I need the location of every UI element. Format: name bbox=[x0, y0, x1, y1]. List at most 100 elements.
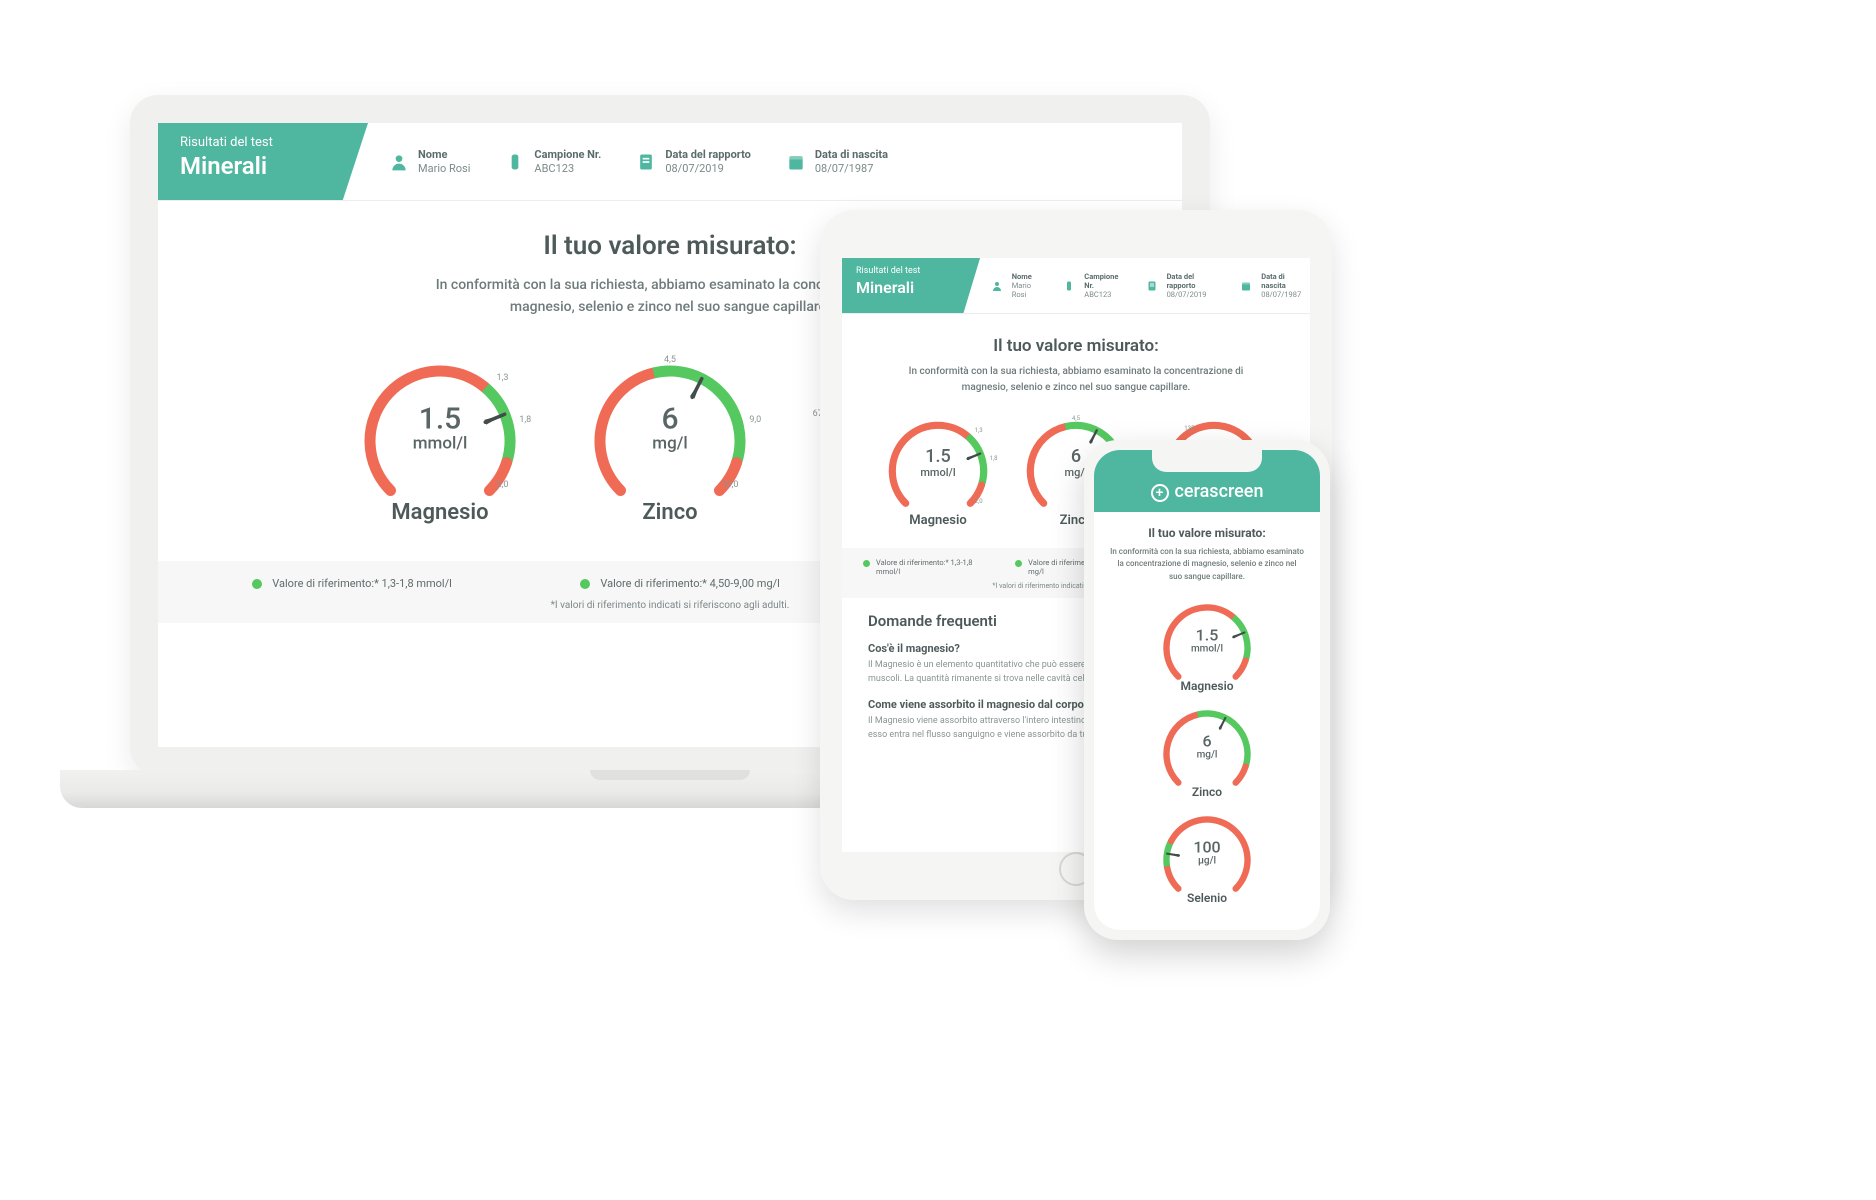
meta-item: Data del rapporto 08/07/2019 bbox=[635, 148, 751, 174]
gauge-tick: 4,5 bbox=[664, 355, 676, 365]
main-content: Il tuo valore misurato: In conformità co… bbox=[1094, 512, 1320, 919]
gauge-center: 100 µg/l bbox=[1193, 840, 1220, 867]
gauge-tick: 2,0 bbox=[497, 480, 509, 490]
gauge-unit: mmol/l bbox=[413, 435, 468, 453]
meta-label: Data del rapporto bbox=[665, 148, 751, 161]
gauge-tick: 4,5 bbox=[1072, 415, 1080, 422]
gauge-zinco: 6 mg/l 4,59,010,0 Zinco bbox=[1152, 699, 1262, 799]
meta-label: Campione Nr. bbox=[1084, 272, 1129, 290]
measure-title: Il tuo valore misurato: bbox=[1110, 526, 1304, 540]
cal-icon bbox=[1240, 279, 1254, 293]
gauge-unit: µg/l bbox=[1193, 856, 1220, 867]
gauges-column: 1.5 mmol/l 1,31,82,0 Magnesio 6 mg/l 4,5… bbox=[1110, 593, 1304, 905]
meta-label: Data di nascita bbox=[1261, 272, 1310, 290]
meta-value: Mario Rosi bbox=[418, 162, 470, 175]
meta-value: 08/07/1987 bbox=[815, 162, 888, 175]
gauge-magnesio: 1.5 mmol/l 1,31,82,0 Magnesio bbox=[1152, 593, 1262, 693]
phone-notch bbox=[1152, 450, 1262, 472]
gauge-unit: mg/l bbox=[652, 435, 687, 453]
brand-name: cerascreen bbox=[1175, 481, 1264, 502]
gauge-center: 1.5 mmol/l bbox=[920, 448, 955, 478]
reference-item: Valore di riferimento:* 1,3-1,8 mmol/l bbox=[252, 577, 452, 590]
phone-screen: + cerascreen Il tuo valore misurato: In … bbox=[1094, 450, 1320, 930]
meta-label: Data del rapporto bbox=[1167, 272, 1224, 290]
header-sup: Risultati del test bbox=[856, 266, 966, 276]
header-meta-row: Nome Mario Rosi Campione Nr. ABC123 Data… bbox=[368, 123, 888, 200]
reference-text: Valore di riferimento:* 1,3-1,8 mmol/l bbox=[876, 558, 993, 576]
meta-value: ABC123 bbox=[534, 162, 601, 175]
gauge-unit: mmol/l bbox=[1191, 644, 1223, 655]
gauge-value: 100 bbox=[1193, 840, 1220, 857]
meta-item: Nome Mario Rosi bbox=[388, 148, 470, 174]
gauge-tick: 135 bbox=[1184, 425, 1194, 432]
gauge-value: 6 bbox=[1197, 734, 1218, 751]
gauge-magnesio: 1.5 mmol/l 1,31,82,0 Magnesio bbox=[876, 409, 1000, 528]
meta-item: Campione Nr. ABC123 bbox=[1063, 272, 1129, 299]
meta-label: Nome bbox=[418, 148, 470, 161]
meta-item: Data del rapporto 08/07/2019 bbox=[1145, 272, 1224, 299]
report-header: Risultati del test Minerali Nome Mario R… bbox=[158, 123, 1182, 201]
meta-value: Mario Rosi bbox=[1012, 281, 1047, 299]
gauge-tick: 1,3 bbox=[497, 373, 509, 383]
gauge-tick: 1,8 bbox=[519, 415, 531, 425]
gauge-tick: 1,3 bbox=[975, 427, 983, 434]
gauge-value: 6 bbox=[652, 404, 687, 436]
gauge-value: 6 bbox=[1065, 448, 1088, 467]
measure-title: Il tuo valore misurato: bbox=[872, 336, 1280, 356]
gauge-zinco: 6 mg/l 4,59,010,0 Zinco bbox=[575, 346, 765, 525]
cal-icon bbox=[785, 151, 807, 173]
reference-item: Valore di riferimento:* 1,3-1,8 mmol/l bbox=[863, 558, 993, 576]
reference-text: Valore di riferimento:* 1,3-1,8 mmol/l bbox=[272, 577, 452, 590]
gauge-value: 1.5 bbox=[413, 404, 468, 436]
plus-circle-icon: + bbox=[1151, 484, 1169, 502]
gauge-tick: 10,0 bbox=[721, 480, 738, 490]
vial-icon bbox=[504, 151, 526, 173]
gauge-unit: mmol/l bbox=[920, 467, 955, 479]
reference-item: Valore di riferimento:* 4,50-9,00 mg/l bbox=[580, 577, 780, 590]
status-dot-icon bbox=[1015, 560, 1022, 567]
gauge-center: 6 mg/l bbox=[652, 404, 687, 453]
reference-text: Valore di riferimento:* 4,50-9,00 mg/l bbox=[600, 577, 780, 590]
meta-value: 08/07/2019 bbox=[665, 162, 751, 175]
meta-item: Data di nascita 08/07/1987 bbox=[1240, 272, 1310, 299]
meta-label: Campione Nr. bbox=[534, 148, 601, 161]
header-sup: Risultati del test bbox=[180, 135, 346, 150]
header-title-block: Risultati del test Minerali bbox=[158, 123, 368, 200]
gauge-center: 6 mg/l bbox=[1197, 734, 1218, 761]
doc-icon bbox=[1145, 279, 1159, 293]
gauge-tick: 1,8 bbox=[990, 455, 998, 462]
person-icon bbox=[388, 151, 410, 173]
doc-icon bbox=[635, 151, 657, 173]
meta-value: 08/07/2019 bbox=[1167, 290, 1224, 299]
phone-frame: + cerascreen Il tuo valore misurato: In … bbox=[1084, 440, 1330, 940]
gauge-unit: mg/l bbox=[1197, 750, 1218, 761]
laptop-hinge-notch bbox=[590, 770, 750, 780]
gauge-value: 1.5 bbox=[1191, 628, 1223, 645]
meta-value: 08/07/1987 bbox=[1261, 290, 1310, 299]
gauge-value: 1.5 bbox=[920, 448, 955, 467]
report-header: Risultati del test Minerali Nome Mario R… bbox=[842, 258, 1310, 314]
status-dot-icon bbox=[863, 560, 870, 567]
gauge-tick: 2,0 bbox=[975, 498, 983, 505]
header-title: Minerali bbox=[180, 152, 346, 180]
meta-label: Nome bbox=[1012, 272, 1047, 281]
header-title: Minerali bbox=[856, 278, 966, 297]
status-dot-icon bbox=[580, 579, 590, 589]
gauge-tick: 9,0 bbox=[749, 415, 761, 425]
header-meta-row: Nome Mario Rosi Campione Nr. ABC123 Data… bbox=[980, 258, 1310, 313]
measure-subtitle: In conformità con la sua richiesta, abbi… bbox=[1110, 546, 1304, 583]
status-dot-icon bbox=[252, 579, 262, 589]
gauge-center: 1.5 mmol/l bbox=[413, 404, 468, 453]
meta-item: Nome Mario Rosi bbox=[990, 272, 1047, 299]
vial-icon bbox=[1063, 279, 1077, 293]
meta-label: Data di nascita bbox=[815, 148, 888, 161]
meta-value: ABC123 bbox=[1084, 290, 1129, 299]
measure-subtitle: In conformità con la sua richiesta, abbi… bbox=[906, 364, 1246, 395]
header-title-block: Risultati del test Minerali bbox=[842, 258, 980, 313]
meta-item: Data di nascita 08/07/1987 bbox=[785, 148, 888, 174]
meta-item: Campione Nr. ABC123 bbox=[504, 148, 601, 174]
gauge-magnesio: 1.5 mmol/l 1,31,82,0 Magnesio bbox=[345, 346, 535, 525]
gauge-center: 1.5 mmol/l bbox=[1191, 628, 1223, 655]
person-icon bbox=[990, 279, 1004, 293]
gauge-selenio: 100 µg/l 13567500 Selenio bbox=[1152, 805, 1262, 905]
